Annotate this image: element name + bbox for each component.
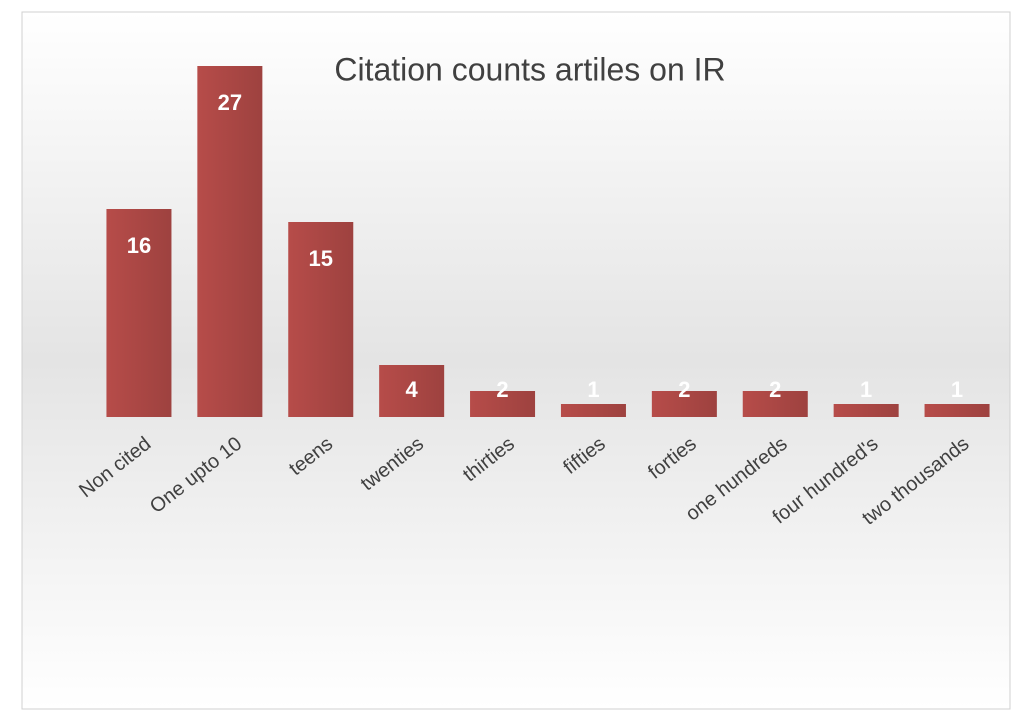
data-label: 16: [127, 233, 151, 258]
data-label: 1: [860, 377, 872, 402]
bar: [833, 404, 899, 417]
bar: [924, 404, 990, 417]
data-label: 4: [406, 377, 419, 402]
chart-area: [21, 11, 1011, 710]
data-label: 1: [951, 377, 963, 402]
data-label: 15: [309, 246, 333, 271]
data-label: 27: [218, 90, 242, 115]
bar: [197, 66, 263, 417]
data-label: 2: [769, 377, 781, 402]
bar: [560, 404, 626, 417]
data-label: 2: [678, 377, 690, 402]
chart-title: Citation counts artiles on IR: [334, 51, 725, 87]
data-label: 2: [496, 377, 508, 402]
data-label: 1: [587, 377, 599, 402]
